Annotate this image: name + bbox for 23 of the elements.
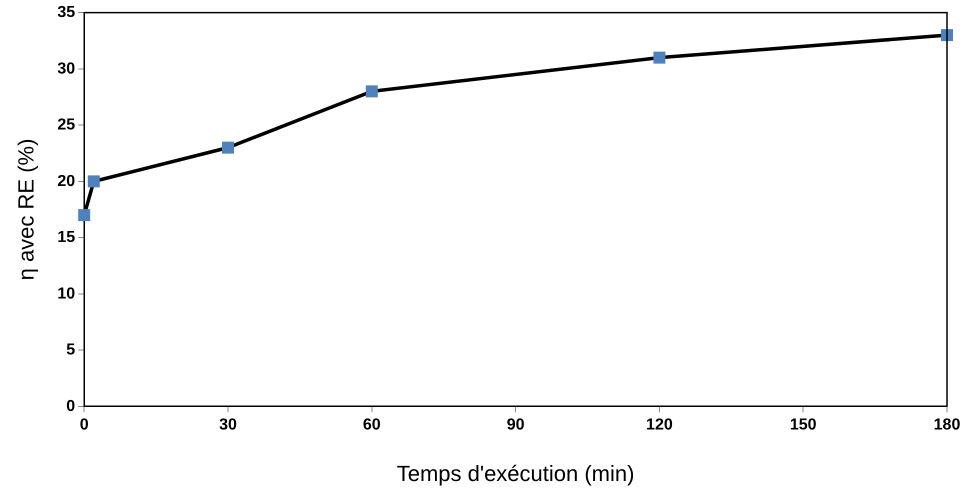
- point: [653, 52, 666, 64]
- y-tick-label: 0: [66, 398, 76, 415]
- point: [78, 209, 90, 222]
- y-tick-label: 5: [66, 342, 76, 359]
- point: [366, 85, 378, 98]
- y-tick-label: 25: [57, 116, 76, 134]
- y-tick-label: 35: [57, 4, 76, 22]
- x-tick-label: 120: [646, 416, 673, 434]
- x-tick-label: 30: [219, 416, 237, 434]
- point: [222, 142, 234, 154]
- x-tick-label: 180: [934, 416, 960, 434]
- x-axis-title: Temps d'exécution (min): [396, 460, 634, 486]
- point: [941, 29, 953, 42]
- y-tick-label: 20: [57, 172, 76, 190]
- x-tick-label: 150: [790, 416, 817, 434]
- y-tick-label: 10: [57, 285, 76, 302]
- y-tick-label: 30: [57, 60, 76, 78]
- point: [88, 175, 100, 188]
- x-tick-label: 60: [362, 416, 381, 434]
- x-tick-label: 90: [506, 416, 525, 434]
- y-axis-title: η avec RE (%): [13, 138, 38, 280]
- y-tick-label: 15: [57, 229, 76, 246]
- x-tick-label: 0: [80, 416, 89, 434]
